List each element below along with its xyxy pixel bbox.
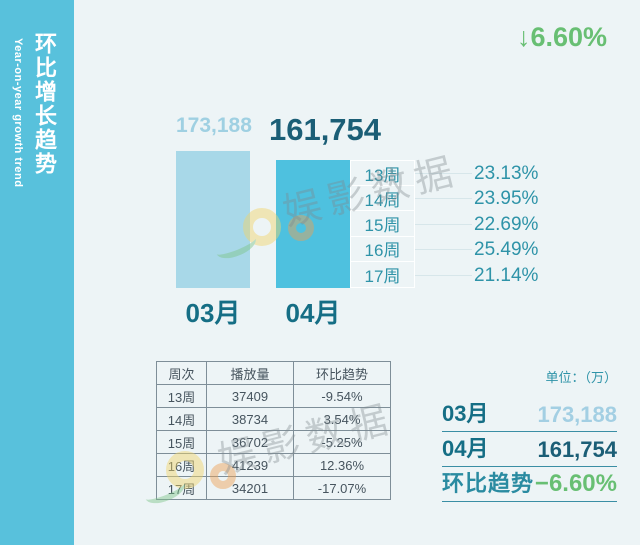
table-cell: 15周 bbox=[156, 430, 207, 454]
table-header-plays: 播放量 bbox=[206, 361, 294, 385]
table-row: 15周 36702 -5.25% bbox=[156, 430, 391, 454]
summary-label: 环比趋势 bbox=[442, 471, 535, 496]
table-cell: 16周 bbox=[156, 453, 207, 477]
table-cell: -5.25% bbox=[293, 430, 391, 454]
summary-row-april: 04月 161,754 bbox=[442, 435, 617, 467]
summary-value: −6.60% bbox=[534, 470, 617, 497]
table-cell: -9.54% bbox=[293, 384, 391, 408]
week-share-percent: 23.13% bbox=[474, 163, 539, 184]
bar-label-april: 04月 bbox=[285, 298, 341, 328]
table-cell: 17周 bbox=[156, 476, 207, 500]
table-cell: 14周 bbox=[156, 407, 207, 431]
leader-line bbox=[415, 224, 472, 225]
table-row: 13周 37409 -9.54% bbox=[156, 384, 391, 408]
table-cell: -17.07% bbox=[293, 476, 391, 500]
weekly-data-table: 周次 播放量 环比趋势 13周 37409 -9.54% 14周 38734 3… bbox=[156, 361, 391, 500]
summary-value: 173,188 bbox=[537, 402, 617, 427]
table-row: 17周 34201 -17.07% bbox=[156, 476, 391, 500]
bar-april bbox=[276, 160, 350, 288]
week-list-item: 14周 bbox=[351, 186, 414, 212]
table-header-week: 周次 bbox=[156, 361, 207, 385]
week-list-item: 17周 bbox=[364, 266, 401, 286]
table-cell: 13周 bbox=[156, 384, 207, 408]
week-share-percent: 22.69% bbox=[474, 214, 539, 235]
bar-value-march: 173,188 bbox=[176, 114, 252, 137]
table-cell: 38734 bbox=[206, 407, 294, 431]
trend-change-badge: ↓6.60% bbox=[516, 22, 607, 52]
summary-label: 04月 bbox=[442, 436, 489, 461]
table-header-trend: 环比趋势 bbox=[293, 361, 391, 385]
table-row: 14周 38734 3.54% bbox=[156, 407, 391, 431]
table-cell: 37409 bbox=[206, 384, 294, 408]
sidebar: Year-on-year growth trend 环比增长趋势 bbox=[0, 0, 74, 545]
leader-line bbox=[415, 249, 472, 250]
table-header-row: 周次 播放量 环比趋势 bbox=[156, 361, 391, 385]
table-cell: 34201 bbox=[206, 476, 294, 500]
bar-march bbox=[176, 151, 250, 288]
summary-value: 161,754 bbox=[537, 437, 617, 462]
week-share-percent: 23.95% bbox=[474, 188, 539, 209]
page-subtitle-english: Year-on-year growth trend bbox=[12, 38, 24, 188]
bar-label-march: 03月 bbox=[185, 298, 241, 328]
table-cell: 3.54% bbox=[293, 407, 391, 431]
unit-label: 单位：（万） bbox=[545, 370, 617, 385]
table-cell: 41239 bbox=[206, 453, 294, 477]
table-cell: 12.36% bbox=[293, 453, 391, 477]
page-title: 环比增长趋势 bbox=[32, 32, 57, 176]
bar-value-april: 161,754 bbox=[268, 112, 382, 147]
week-share-percent: 25.49% bbox=[474, 239, 539, 260]
leader-line bbox=[415, 275, 472, 276]
leader-line bbox=[415, 173, 472, 174]
summary-row-march: 03月 173,188 bbox=[442, 400, 617, 432]
week-list-item: 16周 bbox=[351, 237, 414, 262]
table-row: 16周 41239 12.36% bbox=[156, 453, 391, 477]
week-list-item: 13周 bbox=[351, 161, 414, 187]
week-share-percent: 21.14% bbox=[474, 265, 539, 286]
week-list-item: 15周 bbox=[351, 211, 414, 237]
leader-line bbox=[415, 198, 472, 199]
table-cell: 36702 bbox=[206, 430, 294, 454]
summary-label: 03月 bbox=[442, 401, 489, 426]
summary-row-trend: 环比趋势 −6.60% bbox=[442, 470, 617, 502]
week-list: 13周 14周 15周 16周 17周 bbox=[350, 160, 415, 288]
